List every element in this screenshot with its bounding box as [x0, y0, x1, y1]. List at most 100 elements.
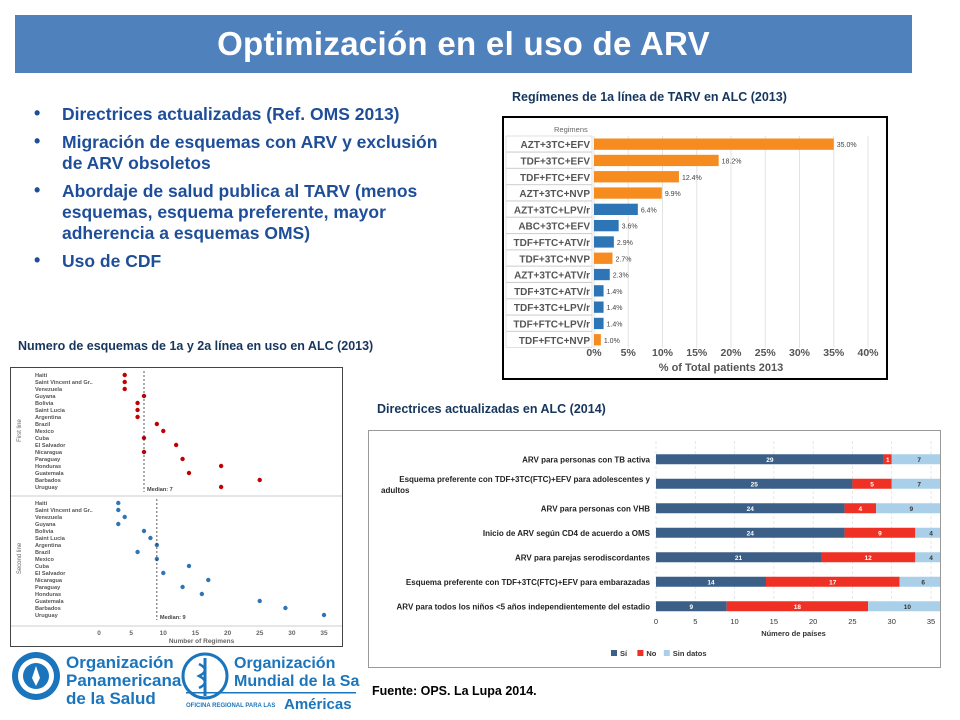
country-label: Venezuela [35, 387, 63, 393]
x-tick-label: 15 [770, 617, 778, 626]
segment-value-label: 10 [904, 604, 912, 611]
country-label: Guatemala [35, 471, 64, 477]
who-emblem-icon [181, 652, 229, 700]
y-axis-title: Regimens [554, 125, 588, 134]
schemes-chart-caption: Numero de esquemas de 1a y 2a línea en u… [18, 339, 374, 353]
guidelines-chart-caption: Directrices actualizadas en ALC (2014) [377, 402, 606, 416]
bar-segment [852, 478, 892, 489]
x-tick-label: 25 [848, 617, 856, 626]
bar-value-label: 12.4% [682, 175, 702, 182]
country-label: Honduras [35, 464, 61, 470]
bar-segment [844, 527, 916, 538]
bullet-dot-icon: • [34, 180, 41, 200]
data-point [122, 386, 127, 392]
who-region-name: Américas [284, 696, 352, 713]
data-point [186, 470, 192, 476]
bar-segment [726, 601, 869, 612]
bar-value-label: 1.4% [607, 321, 623, 328]
x-tick-label: 20 [809, 617, 817, 626]
bar [594, 187, 662, 199]
bullet-list: • Directrices actualizadas (Ref. OMS 2013… [30, 103, 460, 279]
category-label: Esquema preferente con TDF+3TC(FTC)+EFV … [399, 475, 650, 484]
bar-value-label: 6.4% [641, 207, 657, 214]
data-point [116, 521, 121, 527]
category-label: Esquema preferente con TDF+3TC(FTC)+EFV … [406, 578, 651, 587]
bar [594, 203, 638, 215]
segment-value-label: 5 [870, 481, 874, 488]
x-tick-label: 25% [755, 347, 777, 359]
category-label: ARV para personas con VHB [541, 504, 650, 513]
category-cell [505, 298, 593, 316]
bar [594, 154, 719, 167]
category-label: TDF+3TC+LPV/r [514, 303, 590, 314]
category-cell [505, 135, 593, 153]
country-label: Guatemala [35, 599, 64, 605]
category-label: AZT+3TC+LPV/r [514, 205, 590, 216]
country-label: Paraguay [35, 457, 61, 463]
segment-value-label: 4 [929, 530, 933, 537]
x-tick-label: 30 [888, 617, 896, 626]
x-tick-label: 10 [160, 630, 168, 637]
bar-segment [915, 552, 947, 563]
data-point [141, 528, 147, 534]
segment-value-label: 9 [878, 530, 882, 537]
segment-value-label: 25 [751, 481, 759, 488]
bullet-dot-icon: • [34, 131, 41, 151]
bar [594, 236, 614, 248]
data-point [180, 584, 185, 590]
bar [594, 334, 601, 346]
bar-segment [915, 527, 947, 538]
category-label: TDF+FTC+NVP [519, 336, 590, 347]
who-name-line-1: Organización [234, 655, 335, 672]
bar [594, 317, 604, 330]
category-cell [505, 184, 593, 202]
bar-value-label: 9.9% [665, 191, 681, 198]
category-label: AZT+3TC+ATV/r [514, 271, 590, 282]
bullet-dot-icon: • [34, 103, 41, 123]
data-point [206, 577, 211, 583]
x-tick-label: 35 [927, 617, 935, 626]
x-tick-label: 5 [693, 617, 697, 626]
segment-value-label: 21 [735, 555, 743, 562]
data-point [257, 477, 262, 483]
segment-value-label: 9 [690, 604, 694, 611]
x-tick-label: 0 [654, 617, 658, 626]
category-label: ABC+3TC+EFV [518, 222, 590, 233]
legend-swatch [611, 650, 617, 656]
segment-value-label: 6 [921, 579, 925, 586]
x-tick-label: 20% [720, 347, 742, 359]
data-point [186, 563, 192, 569]
paho-name-line-3: de la Salud [66, 689, 156, 708]
data-point [135, 414, 140, 420]
country-label: Paraguay [35, 585, 61, 591]
x-axis-title: Number of Regimens [169, 638, 235, 645]
category-label: ARV para parejas serodiscordantes [515, 553, 651, 562]
bar-segment [891, 454, 947, 465]
legend-swatch [637, 650, 644, 656]
data-point [122, 514, 127, 520]
country-label: Haiti [35, 501, 48, 507]
country-label: Nicaragua [35, 578, 63, 584]
x-tick-label: 10% [652, 347, 674, 359]
who-regional-office-label: OFICINA REGIONAL PARA LAS [186, 703, 275, 709]
source-note: Fuente: OPS. La Lupa 2014. [372, 684, 537, 698]
data-point [321, 612, 327, 618]
country-label: Brazil [35, 422, 51, 428]
country-label: El Salvador [35, 443, 66, 449]
bullet-dot-icon: • [34, 250, 41, 270]
x-tick-label: 40% [857, 347, 879, 359]
panel-title: First line [17, 419, 23, 442]
bar-value-label: 35.0% [837, 142, 857, 149]
bar-value-label: 3.6% [622, 224, 638, 231]
segment-value-label: 24 [747, 506, 755, 513]
x-tick-label: 5 [129, 630, 133, 637]
bar-segment [891, 478, 947, 489]
data-point [161, 428, 166, 434]
bar-segment [656, 503, 845, 514]
paho-emblem-icon [12, 652, 60, 700]
x-tick-label: 30 [288, 630, 296, 637]
country-label: Honduras [35, 592, 61, 598]
category-cell [505, 331, 593, 348]
